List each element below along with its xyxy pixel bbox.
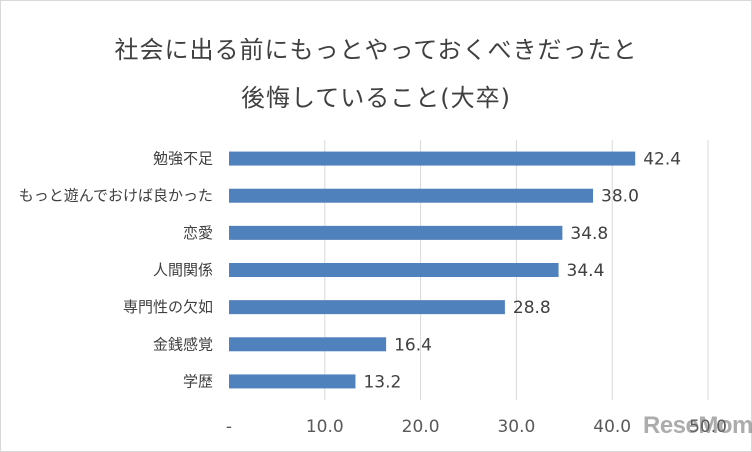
bar: [229, 188, 594, 203]
x-tick-label: 20.0: [402, 417, 440, 437]
bar: [229, 225, 563, 240]
category-label: 勉強不足: [153, 150, 213, 168]
data-label: 28.8: [513, 298, 551, 318]
category-label: 専門性の欠如: [123, 298, 213, 316]
category-label: 学歴: [183, 372, 213, 390]
chart-title-line-1: 社会に出る前にもっとやっておくべきだったと: [114, 36, 638, 64]
bar: [229, 300, 505, 315]
bar: [229, 337, 387, 352]
x-tick-label: -: [226, 417, 232, 437]
data-label: 13.2: [363, 372, 401, 392]
category-label: 恋愛: [183, 224, 213, 242]
data-label: 34.4: [567, 261, 605, 281]
bar: [229, 374, 356, 389]
data-label: 34.8: [570, 224, 608, 244]
chart-title-line-2: 後悔していること(大卒): [240, 84, 511, 112]
data-label: 38.0: [601, 187, 639, 207]
category-label: もっと遊んでおけば良かった: [19, 187, 213, 205]
x-tick-label: 50.0: [689, 417, 727, 437]
resemom-watermark: ReseMom: [643, 412, 752, 439]
data-label: 42.4: [643, 150, 681, 170]
data-label: 16.4: [394, 335, 432, 355]
bar: [229, 263, 559, 277]
x-tick-label: 10.0: [306, 417, 344, 437]
x-tick-label: 30.0: [497, 417, 535, 437]
bar: [229, 151, 636, 166]
category-label: 金銭感覚: [153, 335, 213, 353]
category-label: 人間関係: [153, 261, 213, 279]
x-tick-label: 40.0: [593, 417, 631, 437]
